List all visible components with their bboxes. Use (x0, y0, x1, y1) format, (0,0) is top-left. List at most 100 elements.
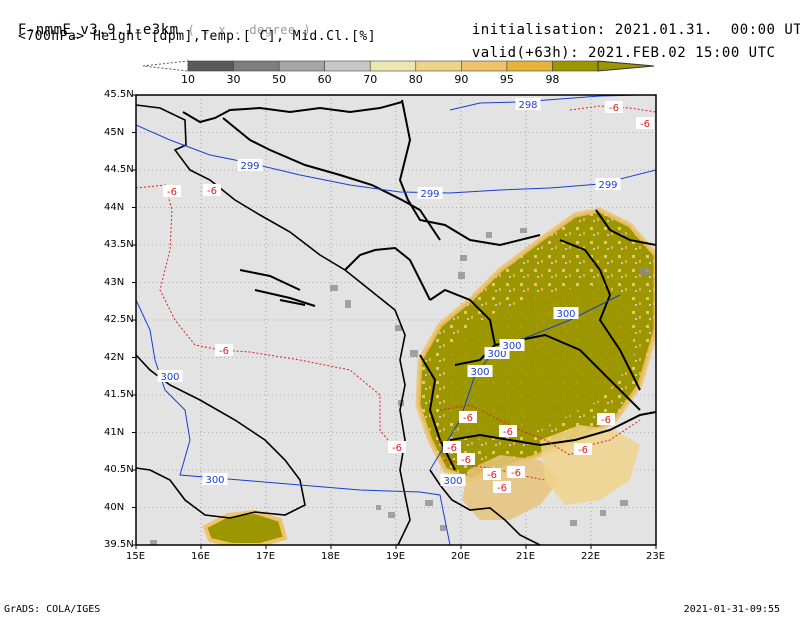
svg-text:298: 298 (518, 100, 537, 111)
temp-contour-label: -6 (459, 411, 477, 424)
valid-time: valid(+63h): 2021.FEB.02 15:00 UTC (471, 45, 776, 61)
border-slovenia-croatia (182, 101, 403, 124)
lat-label: 44N (104, 201, 125, 213)
svg-text:-6: -6 (167, 187, 177, 198)
cloud-cover-south-2 (540, 425, 640, 505)
lon-label: 17E (256, 551, 276, 562)
colorbar-label: 10 (181, 73, 195, 86)
height-contour-label: 299 (595, 178, 621, 191)
svg-text:300: 300 (160, 372, 179, 383)
borders (182, 99, 656, 471)
svg-text:-6: -6 (497, 483, 507, 494)
temp-contour-label: -6 (597, 413, 615, 426)
temp-contour-label: -6 (215, 344, 233, 357)
temp-contour-label: -6 (457, 453, 475, 466)
svg-text:300: 300 (487, 349, 506, 360)
border-montenegro (344, 246, 431, 301)
height-contour-label: 300 (553, 307, 579, 320)
svg-text:-6: -6 (601, 415, 611, 426)
height-contour-label: 298 (515, 98, 541, 111)
svg-text:-6: -6 (640, 119, 650, 130)
svg-text:-6: -6 (447, 443, 457, 454)
colorbar-low-arrow (142, 60, 189, 72)
border-serbia (398, 99, 541, 247)
lon-label: 22E (581, 551, 601, 562)
lat-label: 41.5N (104, 389, 134, 400)
svg-text:300: 300 (502, 341, 521, 352)
temp-contour-label: -6 (605, 101, 623, 114)
svg-text:-6: -6 (511, 468, 521, 479)
height-contour-label: 299 (237, 159, 263, 172)
temp-contour-label: -6 (163, 185, 181, 198)
island-3 (279, 299, 306, 306)
svg-text:-6: -6 (463, 413, 473, 424)
lon-label: 21E (516, 551, 536, 562)
svg-text:299: 299 (420, 189, 439, 200)
cloud-cover-italy (202, 509, 288, 545)
svg-text:300: 300 (205, 475, 224, 486)
svg-text:-6: -6 (392, 443, 402, 454)
svg-text:299: 299 (240, 161, 259, 172)
lon-label: 23E (646, 551, 666, 562)
height-contour-label: 300 (499, 339, 525, 352)
coastline-italy (136, 354, 306, 519)
colorbar-label: 95 (499, 73, 514, 86)
variables-title: <700hPa> Height [dpm],Temp.[ C], Mid.Cl.… (18, 29, 377, 44)
height-contour-label: 300 (467, 365, 493, 378)
lon-label: 16E (191, 551, 211, 562)
lat-label: 45N (104, 126, 125, 138)
lon-label: 19E (386, 551, 406, 562)
temp-contour-west (136, 184, 393, 446)
lat-label: 40.5N (104, 464, 134, 475)
footer-right: 2021-01-31-09:55 (683, 604, 780, 615)
temp-contour-label: -6 (499, 425, 517, 438)
svg-text:300: 300 (470, 367, 489, 378)
height-contour-label: 299 (417, 187, 443, 200)
unit-note: ( . x . degree ) (187, 23, 312, 37)
temp-contour-label: -6 (493, 481, 511, 494)
svg-text:300: 300 (556, 309, 575, 320)
lat-label: 44.5N (104, 164, 134, 175)
svg-text:299: 299 (598, 180, 617, 191)
border-kosovo (429, 288, 497, 366)
colorbar-label: 30 (226, 73, 241, 86)
height-contour-299 (136, 124, 656, 194)
coastline-greece (429, 469, 541, 545)
svg-text:-6: -6 (487, 470, 497, 481)
island-2 (254, 289, 316, 307)
height-contour-label: 300 (440, 474, 466, 487)
temp-contour-label: -6 (507, 466, 525, 479)
lat-label: 42.5N (104, 314, 134, 325)
colorbar-label: 70 (363, 73, 378, 86)
temp-contour-label: -6 (443, 441, 461, 454)
border-mk-gr (449, 411, 656, 447)
lat-label: 43.5N (104, 239, 134, 250)
model-title: F-nmmE_v3.9.1-e3km ( . x . degree ) (17, 22, 312, 38)
colorbar (142, 60, 655, 72)
footer-left: GrADS: COLA/IGES (4, 604, 101, 615)
temp-contour-label: -6 (574, 443, 592, 456)
axis-ticks (132, 94, 657, 549)
island-1 (239, 269, 301, 291)
temp-contour-label: -6 (483, 468, 501, 481)
svg-text:-6: -6 (219, 346, 229, 357)
colorbar-label: 60 (317, 73, 332, 86)
lat-label: 43N (104, 276, 125, 288)
cloud-speckles (150, 228, 649, 545)
temp-contour-east (439, 404, 641, 456)
lon-label: 20E (451, 551, 471, 562)
svg-text:-6: -6 (207, 186, 217, 197)
temp-contour-label: -6 (388, 441, 406, 454)
lat-label: 40N (104, 501, 125, 513)
lat-label: 39.5N (104, 539, 134, 550)
cloud-cover-east-inner (450, 285, 635, 440)
border-romania (595, 209, 656, 246)
svg-text:300: 300 (443, 476, 462, 487)
temp-contour-label: -6 (636, 117, 654, 130)
colorbar-boxes (187, 60, 599, 72)
temp-contour-label: -6 (203, 184, 221, 197)
svg-text:-6: -6 (503, 427, 513, 438)
lat-label: 41N (104, 426, 125, 438)
